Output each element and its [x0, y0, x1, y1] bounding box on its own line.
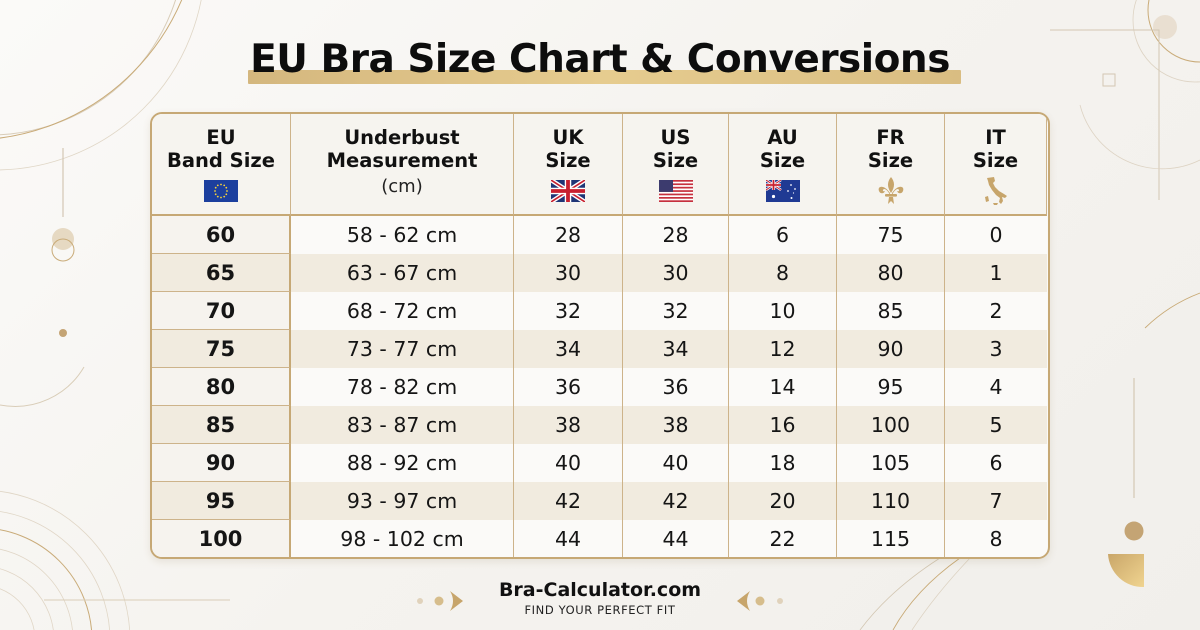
- cell-au: 18: [729, 444, 837, 482]
- cell-underbust: 63 - 67 cm: [291, 254, 514, 292]
- cell-uk: 34: [514, 330, 623, 368]
- header-line2: Size: [759, 149, 806, 172]
- cell-us: 30: [623, 254, 729, 292]
- header-line1: AU: [767, 126, 798, 149]
- size-chart-grid: EU Band Size Underbust Measurement (cm) …: [152, 114, 1048, 557]
- cell-us: 36: [623, 368, 729, 406]
- cell-us: 40: [623, 444, 729, 482]
- cell-uk: 28: [514, 216, 623, 254]
- cell-au: 10: [729, 292, 837, 330]
- fleur-de-lis-icon: [878, 177, 903, 204]
- cell-eu-band: 95: [152, 482, 291, 520]
- header-line1: IT: [985, 126, 1006, 149]
- cell-us: 38: [623, 406, 729, 444]
- cell-uk: 32: [514, 292, 623, 330]
- cell-fr: 110: [837, 482, 945, 520]
- cell-eu-band: 75: [152, 330, 291, 368]
- au-flag-icon: [765, 180, 800, 202]
- italy-map-icon: [984, 177, 1007, 205]
- cell-eu-band: 100: [152, 520, 291, 557]
- cell-us: 28: [623, 216, 729, 254]
- cell-us: 34: [623, 330, 729, 368]
- cell-au: 22: [729, 520, 837, 557]
- header-uk: UK Size: [514, 114, 623, 216]
- cell-underbust: 68 - 72 cm: [291, 292, 514, 330]
- cell-fr: 80: [837, 254, 945, 292]
- header-line2: Size: [545, 149, 591, 172]
- cell-au: 16: [729, 406, 837, 444]
- cell-underbust: 58 - 62 cm: [291, 216, 514, 254]
- cell-au: 20: [729, 482, 837, 520]
- cell-fr: 90: [837, 330, 945, 368]
- cell-it: 3: [945, 330, 1047, 368]
- footer: Bra-Calculator.com FIND YOUR PERFECT FIT: [0, 578, 1200, 618]
- header-line1: EU: [206, 126, 236, 149]
- header-underbust: Underbust Measurement (cm): [291, 114, 514, 216]
- cell-underbust: 98 - 102 cm: [291, 520, 514, 557]
- cell-eu-band: 60: [152, 216, 291, 254]
- cell-uk: 40: [514, 444, 623, 482]
- size-chart-table: EU Band Size Underbust Measurement (cm) …: [150, 112, 1050, 559]
- cell-eu-band: 70: [152, 292, 291, 330]
- page-title: EU Bra Size Chart & Conversions: [250, 37, 950, 82]
- cell-us: 42: [623, 482, 729, 520]
- header-fr: FR Size: [837, 114, 945, 216]
- cell-it: 2: [945, 292, 1047, 330]
- header-line1: Underbust: [344, 126, 460, 149]
- cell-underbust: 78 - 82 cm: [291, 368, 514, 406]
- cell-us: 32: [623, 292, 729, 330]
- header-it: IT Size: [945, 114, 1047, 216]
- header-line2: Band Size: [167, 149, 275, 172]
- eu-flag-icon: [204, 180, 238, 202]
- title-underline: [248, 70, 961, 84]
- cell-it: 5: [945, 406, 1047, 444]
- tagline: FIND YOUR PERFECT FIT: [524, 603, 676, 617]
- cell-underbust: 88 - 92 cm: [291, 444, 514, 482]
- cell-au: 14: [729, 368, 837, 406]
- header-line2: Measurement: [326, 149, 478, 172]
- cell-it: 7: [945, 482, 1047, 520]
- header-line2: Size: [652, 149, 699, 172]
- cell-us: 44: [623, 520, 729, 557]
- header-eu-band: EU Band Size: [152, 114, 291, 216]
- header-au: AU Size: [729, 114, 837, 216]
- cell-au: 6: [729, 216, 837, 254]
- cell-underbust: 83 - 87 cm: [291, 406, 514, 444]
- cell-underbust: 93 - 97 cm: [291, 482, 514, 520]
- cell-au: 8: [729, 254, 837, 292]
- header-line1: FR: [876, 126, 905, 149]
- cell-it: 0: [945, 216, 1047, 254]
- cell-uk: 42: [514, 482, 623, 520]
- cell-underbust: 73 - 77 cm: [291, 330, 514, 368]
- cell-au: 12: [729, 330, 837, 368]
- header-line2: Size: [972, 149, 1019, 172]
- header-line1: US: [660, 126, 691, 149]
- header-line1: UK: [552, 126, 584, 149]
- header-unit: (cm): [381, 176, 423, 197]
- cell-it: 1: [945, 254, 1047, 292]
- cell-fr: 100: [837, 406, 945, 444]
- header-us: US Size: [623, 114, 729, 216]
- header-line2: Size: [867, 149, 914, 172]
- cell-it: 8: [945, 520, 1047, 557]
- cell-fr: 105: [837, 444, 945, 482]
- cell-it: 4: [945, 368, 1047, 406]
- cell-eu-band: 65: [152, 254, 291, 292]
- cell-fr: 115: [837, 520, 945, 557]
- cell-uk: 30: [514, 254, 623, 292]
- cell-eu-band: 90: [152, 444, 291, 482]
- cell-eu-band: 80: [152, 368, 291, 406]
- cell-uk: 36: [514, 368, 623, 406]
- cell-uk: 38: [514, 406, 623, 444]
- cell-fr: 75: [837, 216, 945, 254]
- cell-uk: 44: [514, 520, 623, 557]
- cell-it: 6: [945, 444, 1047, 482]
- uk-flag-icon: [551, 180, 585, 202]
- cell-fr: 85: [837, 292, 945, 330]
- brand-link[interactable]: Bra-Calculator.com: [498, 579, 702, 601]
- cell-fr: 95: [837, 368, 945, 406]
- us-flag-icon: [658, 180, 693, 202]
- cell-eu-band: 85: [152, 406, 291, 444]
